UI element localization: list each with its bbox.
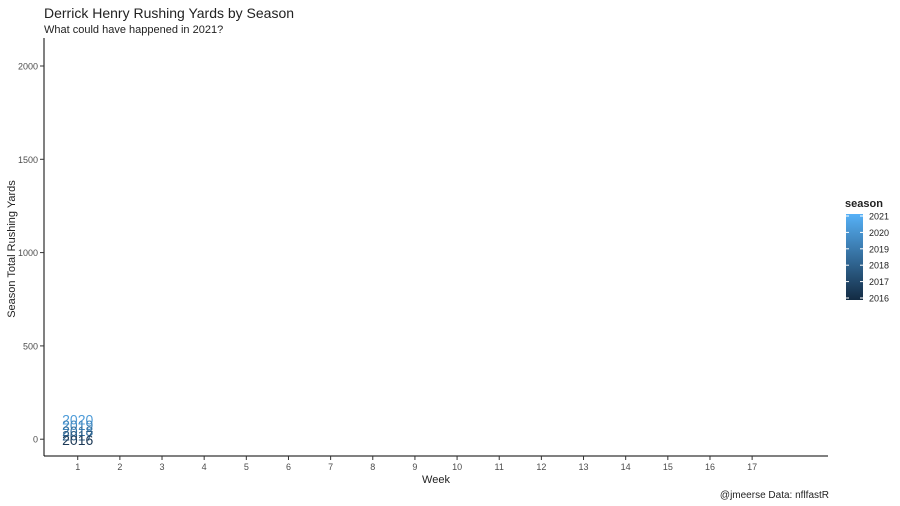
x-tick-label: 16: [705, 462, 715, 472]
legend-title: season: [845, 198, 883, 210]
x-tick-label: 5: [244, 462, 249, 472]
season-label-2016: 2016: [62, 432, 93, 448]
season-label-2017: 2017: [62, 427, 93, 443]
chart-caption: @jmeerse Data: nflfastR: [719, 490, 829, 501]
legend-label-2020: 2020: [869, 228, 889, 238]
x-tick-label: 2: [117, 462, 122, 472]
season-label-2020: 2020: [62, 412, 93, 428]
x-tick-label: 11: [495, 462, 504, 472]
legend-label-2016: 2016: [869, 294, 889, 304]
y-tick-label: 1000: [18, 248, 38, 258]
x-tick-label: 14: [621, 462, 631, 472]
y-tick-label: 1500: [18, 155, 38, 165]
legend-colorbar: [846, 214, 863, 300]
x-tick-label: 6: [286, 462, 291, 472]
y-tick-label: 2000: [18, 61, 38, 71]
x-tick-label: 7: [328, 462, 333, 472]
x-tick-label: 12: [536, 462, 546, 472]
chart-subtitle: What could have happened in 2021?: [44, 24, 224, 36]
legend-label-2021: 2021: [869, 212, 889, 222]
x-tick-label: 10: [452, 462, 462, 472]
x-tick-label: 4: [202, 462, 207, 472]
chart-title: Derrick Henry Rushing Yards by Season: [44, 5, 295, 21]
y-tick-label: 500: [23, 341, 38, 351]
legend-label-2019: 2019: [869, 244, 889, 254]
legend-label-2017: 2017: [869, 277, 889, 287]
season-label-2018: 2018: [62, 423, 93, 439]
x-tick-label: 8: [370, 462, 375, 472]
legend-label-2018: 2018: [869, 261, 889, 271]
y-tick-label: 0: [33, 435, 38, 445]
season-label-2019: 2019: [62, 417, 93, 433]
x-tick-label: 17: [747, 462, 757, 472]
x-tick-label: 9: [412, 462, 417, 472]
x-tick-label: 13: [579, 462, 589, 472]
x-axis-label: Week: [422, 474, 450, 486]
legend: 2021 2020 2019 2018 2017 2016: [846, 212, 889, 304]
x-tick-label: 15: [663, 462, 673, 472]
x-tick-label: 1: [75, 462, 80, 472]
x-tick-label: 3: [160, 462, 165, 472]
